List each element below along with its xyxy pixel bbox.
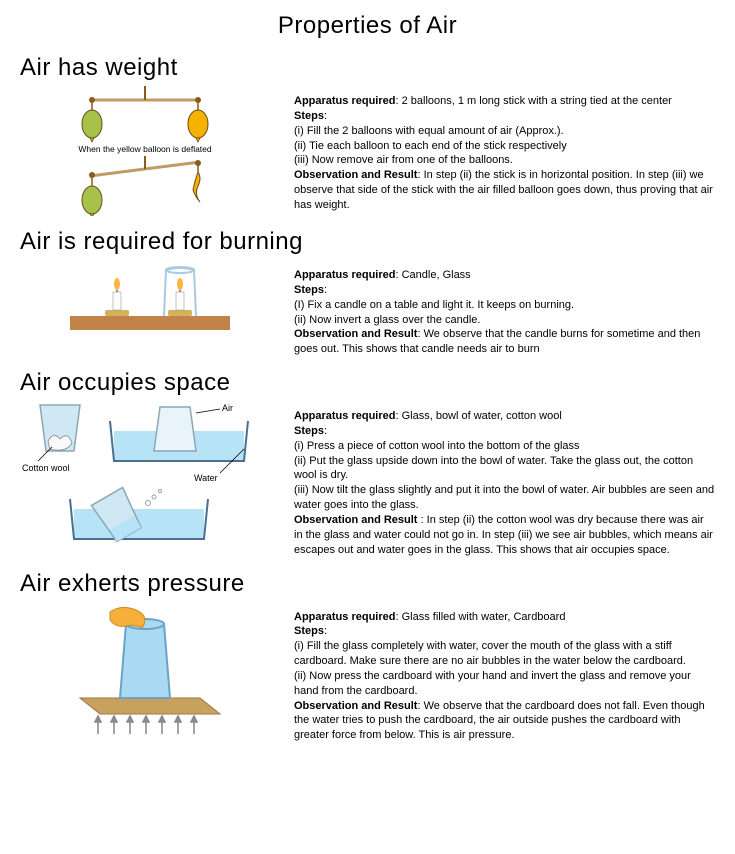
section-title-weight: Air has weight: [20, 54, 715, 82]
text-burning: Apparatus required: Candle, Glass Steps:…: [294, 260, 715, 357]
illustration-pressure: [20, 602, 280, 742]
caption-weight: When the yellow balloon is deflated: [78, 144, 212, 154]
label-air: Air: [222, 403, 233, 413]
illustration-burning: [20, 260, 280, 340]
section-space: Air occupies space Cotton wool Air Water: [20, 369, 715, 557]
section-title-space: Air occupies space: [20, 369, 715, 397]
text-pressure: Apparatus required: Glass filled with wa…: [294, 602, 715, 744]
label-water: Water: [194, 473, 218, 483]
illustration-weight: When the yellow balloon is deflated: [20, 86, 280, 216]
label-cotton: Cotton wool: [22, 463, 70, 473]
section-title-pressure: Air exherts pressure: [20, 570, 715, 598]
section-title-burning: Air is required for burning: [20, 228, 715, 256]
section-weight: Air has weight When the yellow balloon i…: [20, 54, 715, 216]
illustration-space: Cotton wool Air Water: [20, 401, 280, 551]
section-pressure: Air exherts pressure: [20, 570, 715, 744]
section-burning: Air is required for burning Apparatu: [20, 228, 715, 357]
text-space: Apparatus required: Glass, bowl of water…: [294, 401, 715, 557]
text-weight: Apparatus required: 2 balloons, 1 m long…: [294, 86, 715, 213]
page-title: Properties of Air: [20, 12, 715, 40]
